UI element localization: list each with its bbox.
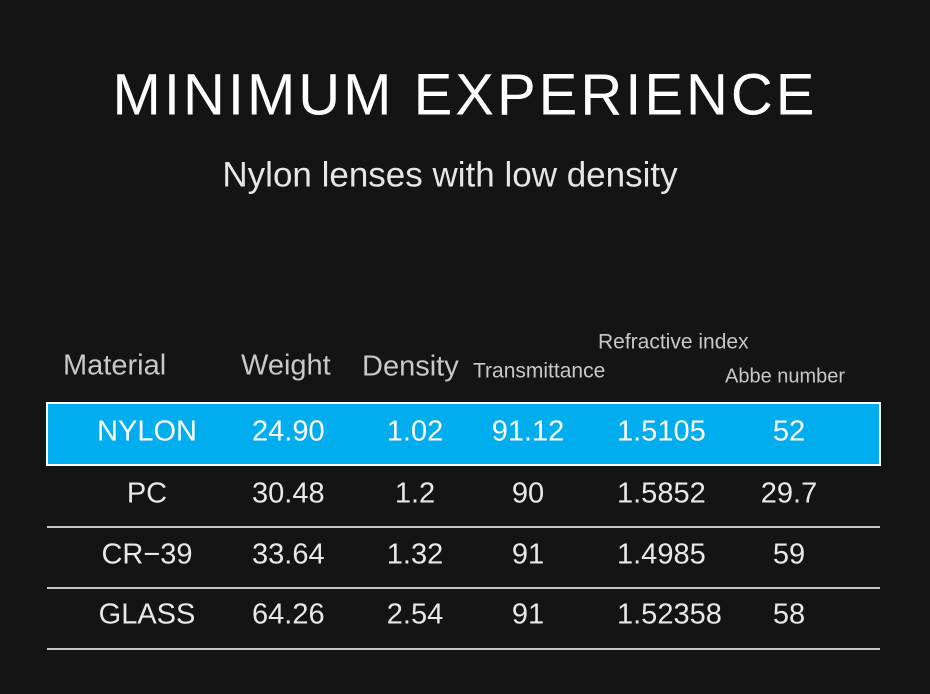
table-cell: PC (127, 478, 167, 510)
table-cell: 58 (773, 599, 805, 631)
column-header: Transmittance (473, 360, 605, 383)
table-cell: 33.64 (252, 539, 325, 571)
table-cell: CR−39 (101, 539, 192, 571)
table-cell: 90 (512, 478, 544, 510)
column-header: Material (63, 350, 166, 382)
table-cell: GLASS (99, 599, 196, 631)
table-cell: 2.54 (387, 599, 443, 631)
table-cell: 1.32 (387, 539, 443, 571)
table-cell: 59 (773, 539, 805, 571)
column-header: Weight (241, 350, 331, 382)
table-cell: 1.2 (395, 478, 435, 510)
table-cell: 91.12 (492, 416, 565, 448)
subtitle: Nylon lenses with low density (222, 155, 678, 194)
table-cell: 1.5105 (617, 416, 706, 448)
table-cell: 1.52358 (617, 599, 722, 631)
table-cell: 29.7 (761, 478, 817, 510)
title: MINIMUM EXPERIENCE (113, 62, 818, 127)
table-cell: 1.5852 (617, 478, 706, 510)
column-header: Abbe number (725, 365, 845, 387)
table-cell: 1.02 (387, 416, 443, 448)
table-cell: NYLON (97, 416, 197, 448)
table-cell: 64.26 (252, 599, 325, 631)
table-cell: 30.48 (252, 478, 325, 510)
table-cell: 91 (512, 599, 544, 631)
highlight-row (46, 402, 881, 466)
column-header: Density (362, 351, 459, 383)
table-cell: 1.4985 (617, 539, 706, 571)
column-header: Refractive index (598, 331, 749, 354)
table-cell: 52 (773, 416, 805, 448)
table-cell: 91 (512, 539, 544, 571)
table-cell: 24.90 (252, 416, 325, 448)
